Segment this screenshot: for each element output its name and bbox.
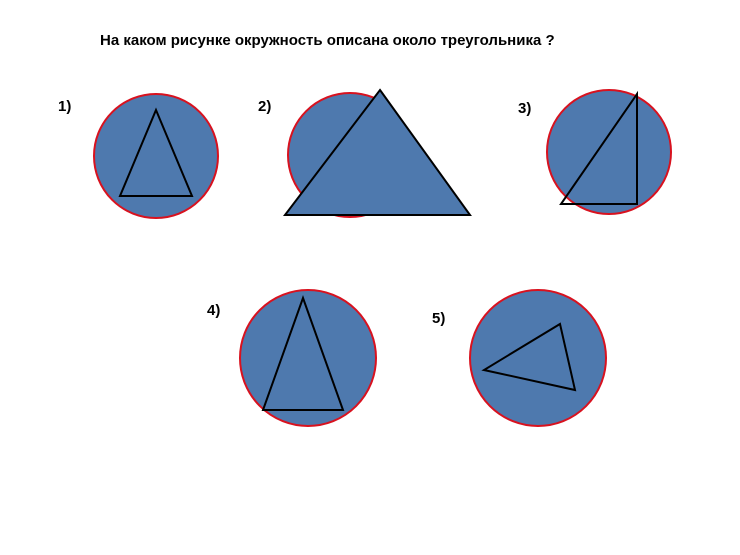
option-label-1: 1)	[58, 98, 71, 115]
figure-1	[84, 84, 229, 229]
option-label-3: 3)	[518, 100, 531, 117]
circle-5	[470, 290, 606, 426]
option-label-5: 5)	[432, 310, 445, 327]
circle-3	[547, 90, 671, 214]
circle-1	[94, 94, 218, 218]
figure-2	[270, 75, 480, 245]
figure-4	[230, 280, 385, 435]
question-text: На каком рисунке окружность описана окол…	[100, 32, 555, 49]
figure-5	[460, 280, 615, 435]
figure-3	[537, 80, 682, 225]
option-label-4: 4)	[207, 302, 220, 319]
